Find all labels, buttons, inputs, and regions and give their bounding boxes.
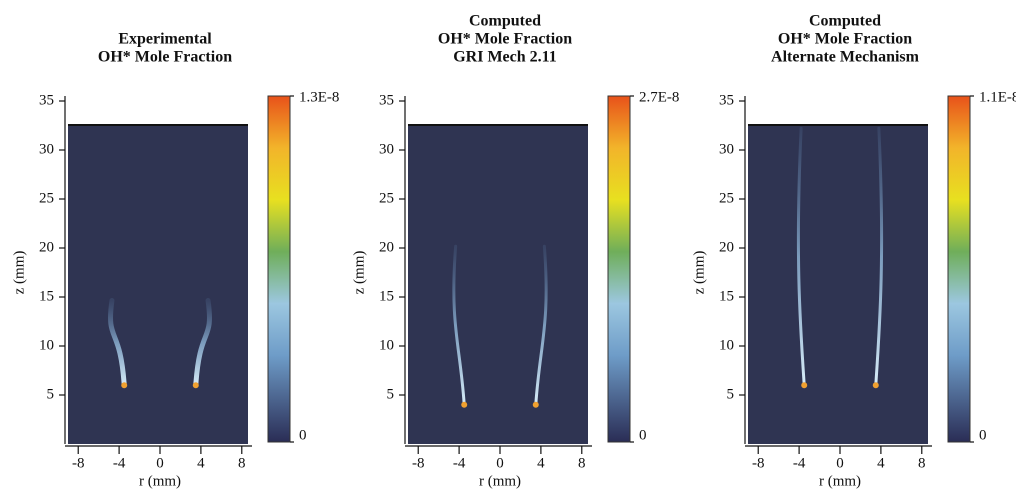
image-background xyxy=(408,125,588,444)
y-axis-label: z (mm) xyxy=(691,251,707,295)
panel-title: Experimental xyxy=(118,31,212,48)
panel-title: Computed xyxy=(469,13,541,30)
y-tick-label: 15 xyxy=(379,288,394,304)
x-axis-label: r (mm) xyxy=(479,473,521,489)
image-background xyxy=(748,125,928,444)
x-tick-label: -8 xyxy=(412,455,425,471)
y-tick-label: 15 xyxy=(39,288,54,304)
flame xyxy=(534,244,548,407)
x-tick-label: 8 xyxy=(238,455,246,471)
flame-base xyxy=(121,382,128,389)
x-tick-label: -4 xyxy=(113,455,126,471)
flame-base xyxy=(872,382,879,389)
y-tick-label: 35 xyxy=(719,92,734,108)
colorbar-label: 1.3E-8 xyxy=(299,89,339,105)
flame xyxy=(874,126,884,387)
y-tick-label: 35 xyxy=(39,92,54,108)
y-tick-label: 20 xyxy=(39,239,54,255)
y-tick-label: 20 xyxy=(719,239,734,255)
x-tick-label: 4 xyxy=(197,455,205,471)
x-tick-label: 8 xyxy=(918,455,926,471)
colorbar-label: 0 xyxy=(639,427,647,443)
colorbar xyxy=(267,95,291,443)
x-tick-label: -8 xyxy=(72,455,85,471)
y-tick-label: 30 xyxy=(379,141,394,157)
panel-title: Alternate Mechanism xyxy=(771,49,920,66)
colorbar-label: 2.7E-8 xyxy=(639,89,679,105)
y-tick-label: 15 xyxy=(719,288,734,304)
y-axis-label: z (mm) xyxy=(11,251,27,295)
colorbar xyxy=(607,95,631,443)
colorbar-label: 0 xyxy=(979,427,987,443)
colorbar xyxy=(947,95,971,443)
y-tick-label: 10 xyxy=(719,337,734,353)
flame-base xyxy=(532,401,539,408)
y-axis-label: z (mm) xyxy=(351,251,367,295)
x-axis-label: r (mm) xyxy=(819,473,861,489)
x-tick-label: 4 xyxy=(877,455,885,471)
y-tick-label: 25 xyxy=(39,190,54,206)
colorbar-label: 1.1E-8 xyxy=(979,89,1016,105)
y-tick-label: 35 xyxy=(379,92,394,108)
flame-base xyxy=(801,382,808,389)
panel-title: OH* Mole Fraction xyxy=(778,31,912,48)
x-tick-label: 4 xyxy=(537,455,545,471)
panel-title: OH* Mole Fraction xyxy=(438,31,572,48)
image-background xyxy=(68,125,248,444)
y-tick-label: 5 xyxy=(47,386,55,402)
y-tick-label: 20 xyxy=(379,239,394,255)
x-tick-label: 8 xyxy=(578,455,586,471)
y-tick-label: 30 xyxy=(39,141,54,157)
flame xyxy=(108,297,127,388)
flame xyxy=(452,244,466,407)
panel-title: Computed xyxy=(809,13,881,30)
x-tick-label: -4 xyxy=(453,455,466,471)
y-tick-label: 10 xyxy=(379,337,394,353)
x-axis-label: r (mm) xyxy=(139,473,181,489)
y-tick-label: 25 xyxy=(719,190,734,206)
y-tick-label: 30 xyxy=(719,141,734,157)
x-tick-label: 0 xyxy=(496,455,504,471)
y-tick-label: 5 xyxy=(727,386,735,402)
x-tick-label: 0 xyxy=(156,455,164,471)
flame xyxy=(796,126,806,387)
flame-base xyxy=(192,382,199,389)
flame xyxy=(193,297,212,388)
x-tick-label: -8 xyxy=(752,455,765,471)
y-tick-label: 10 xyxy=(39,337,54,353)
x-tick-label: -4 xyxy=(793,455,806,471)
colorbar-label: 0 xyxy=(299,427,307,443)
y-tick-label: 25 xyxy=(379,190,394,206)
flame-base xyxy=(461,401,468,408)
panel-title: GRI Mech 2.11 xyxy=(453,49,557,66)
panel-title: OH* Mole Fraction xyxy=(98,49,232,66)
y-tick-label: 5 xyxy=(387,386,395,402)
x-tick-label: 0 xyxy=(836,455,844,471)
